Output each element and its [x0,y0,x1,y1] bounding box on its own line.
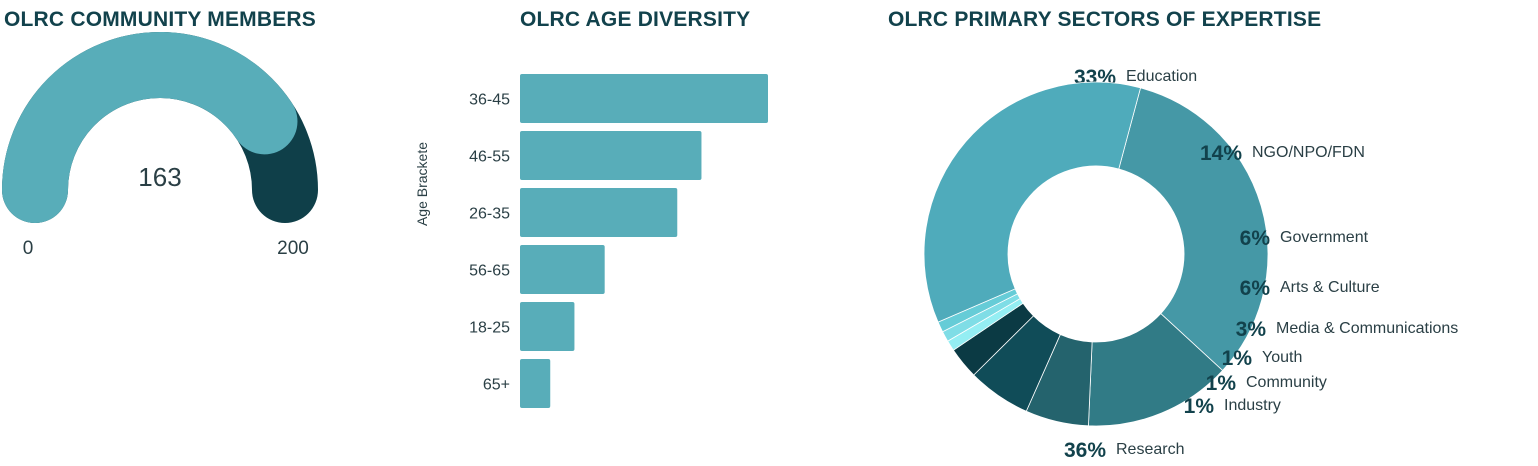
age-bar [520,188,678,237]
age-bar-chart: 36-45 46-55 26-35 56-65 18-25 65+ Age Brackete [414,74,768,408]
slice-name-label: Media & Communications [1276,320,1458,337]
age-category-label: 36-45 [469,92,510,109]
sectors-panel: OLRC PRIMARY SECTORS OF EXPERTISE 33% Edu… [860,0,1538,466]
slice-percent-label: 36% [1064,439,1106,462]
slice-name-label: Arts & Culture [1280,279,1380,296]
age-bar [520,245,605,294]
slice-name-label: Industry [1224,397,1281,414]
slice-percent-label: 3% [1236,318,1267,341]
age-category-label: 18-25 [469,320,510,337]
slice-name-label: Community [1246,374,1327,391]
slice-percent-label: 1% [1206,372,1237,395]
slice-percent-label: 6% [1240,227,1271,250]
gauge-max-label: 200 [277,238,309,259]
age-chart-title: OLRC AGE DIVERSITY [520,8,751,31]
gauge-min-label: 0 [23,238,34,259]
donut-slice [923,81,1142,323]
age-category-label: 46-55 [469,149,510,166]
slice-name-label: Government [1280,229,1369,246]
slice-percent-label: 1% [1184,395,1215,418]
age-bar [520,359,551,408]
slice-name-label: Youth [1262,349,1302,366]
slice-name-label: NGO/NPO/FDN [1252,144,1365,161]
age-category-label: 56-65 [469,263,510,280]
slice-name-label: Education [1126,68,1197,85]
age-axis-label: Age Brackete [414,142,430,226]
gauge-value-arc [2,32,298,223]
age-category-label: 26-35 [469,206,510,223]
age-category-label: 65+ [483,377,510,394]
sectors-chart-title: OLRC PRIMARY SECTORS OF EXPERTISE [888,8,1322,31]
community-members-panel: OLRC COMMUNITY MEMBERS 163 0 200 [0,0,400,466]
gauge-value-label: 163 [138,162,181,192]
age-diversity-panel: OLRC AGE DIVERSITY 36-45 46-55 26-35 56-65 1… [400,0,860,466]
slice-percent-label: 1% [1222,347,1253,370]
gauge-chart: 163 0 200 [2,32,318,259]
age-bar [520,302,575,351]
slice-percent-label: 14% [1200,142,1242,165]
gauge-title: OLRC COMMUNITY MEMBERS [4,8,317,31]
age-bar [520,131,702,180]
donut-slice [1118,87,1269,372]
age-bar [520,74,768,123]
slice-name-label: Research [1116,441,1184,458]
slice-percent-label: 6% [1240,277,1271,300]
